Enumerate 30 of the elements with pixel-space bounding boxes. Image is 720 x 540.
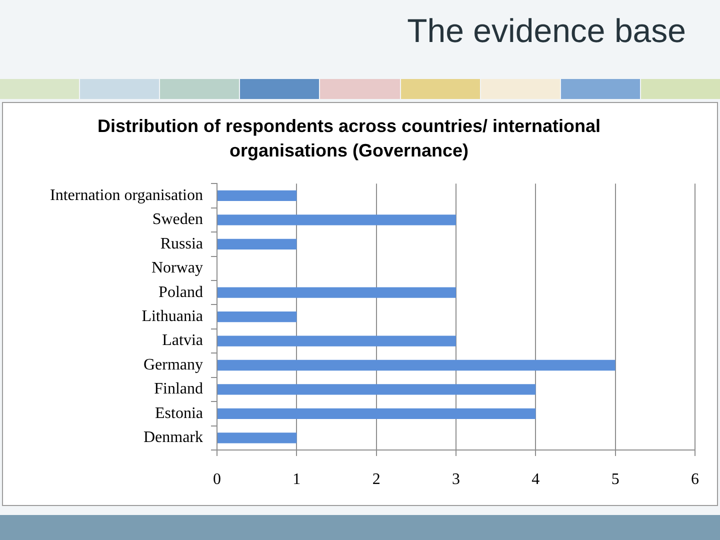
x-tick-label: 4 [532,470,540,488]
y-tick-label: Estonia [155,404,203,422]
bar [218,190,297,202]
y-tick-label: Denmark [143,429,203,446]
bar [218,287,456,298]
bar [218,238,297,250]
x-tick-label: 6 [691,470,699,488]
x-tick-label: 0 [213,470,221,488]
bar [218,336,456,346]
x-tick-label: 3 [452,470,460,488]
y-tick-label: Russia [160,235,203,252]
chart-subtitle: Distribution of respondents across countries/ international organisations (Governance) [97,116,601,160]
bar [218,384,536,395]
bar [218,214,456,226]
chart-title: The evidence base [407,12,686,50]
y-tick-label: Finland [154,380,203,398]
bar [218,311,297,322]
y-tick-label: Lithuania [142,308,203,326]
y-tick-label: Latvia [162,332,203,350]
y-tick-label: Norway [151,260,203,277]
y-tick-label: Internation organisation [50,186,203,204]
y-tick-label: Poland [158,284,203,301]
bar [218,360,616,371]
x-tick-label: 5 [611,470,620,488]
x-tick-label: 2 [372,470,380,488]
y-tick-label: Sweden [152,211,203,228]
bar [218,408,536,419]
y-tick-label: Germany [143,356,203,374]
x-tick-label: 1 [292,470,301,488]
bar [218,432,297,444]
